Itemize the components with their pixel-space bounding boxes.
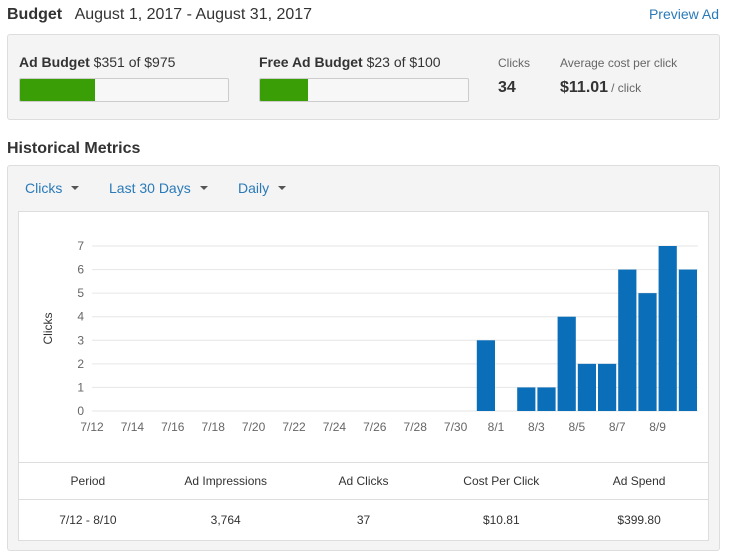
metrics-summary: Period Ad Impressions Ad Clicks Cost Per… [19,462,708,540]
table-row: 7/12 - 8/10 3,764 37 $10.81 $399.80 [19,499,708,540]
avg-cpc-label: Average cost per click [560,56,678,70]
y-tick-label: 6 [77,263,84,277]
y-tick-label: 5 [77,286,84,300]
summary-table: Period Ad Impressions Ad Clicks Cost Per… [19,463,708,540]
free-ad-budget-value: $23 of $100 [366,54,441,70]
x-tick-label: 7/18 [202,420,226,434]
metrics-content: 0 1 2 3 4 5 6 7 Clicks 7/12 7/14 7/16 7/18 7/20 7/22 7/… [18,211,709,541]
avg-cpc-unit: / click [611,81,642,95]
chart-bar [638,293,657,411]
y-tick-label: 2 [77,357,84,371]
budget-panel: Ad Budget $351 of $975 Free Ad Budget $2… [7,34,720,120]
y-axis-label: Clicks [41,313,55,345]
x-tick-label: 7/30 [444,420,468,434]
x-tick-label: 8/5 [568,420,585,434]
ad-budget-block: Ad Budget $351 of $975 [19,54,175,70]
free-ad-budget-label-row: Free Ad Budget $23 of $100 [259,54,441,70]
chart-bar [658,246,677,411]
chevron-down-icon [199,186,208,190]
avg-cpc-value-row: $11.01/ click [560,79,677,97]
interval-dropdown-label: Daily [238,180,270,196]
y-tick-label: 7 [77,239,84,253]
chevron-down-icon [278,186,287,190]
range-dropdown[interactable]: Last 30 Days [109,180,208,196]
x-tick-label: 8/3 [528,420,545,434]
summary-header-cpc: Cost Per Click [432,463,571,500]
chart-bar [577,363,596,411]
x-tick-label: 7/16 [161,420,185,434]
y-tick-label: 4 [77,310,84,324]
budget-header: Budget August 1, 2017 - August 31, 2017 … [7,6,719,28]
ad-budget-progress-fill [20,79,95,101]
historical-metrics-panel: Clicks Last 30 Days Daily 0 1 2 3 4 5 6 7 Clicks… [7,165,720,551]
free-ad-budget-block: Free Ad Budget $23 of $100 [259,54,441,70]
x-tick-label: 7/26 [363,420,387,434]
preview-ad-link[interactable]: Preview Ad [648,6,719,22]
y-tick-label: 3 [77,333,84,347]
summary-clicks: 37 [356,512,371,527]
budget-title: Budget [7,6,63,23]
x-tick-label: 7/14 [121,420,145,434]
range-dropdown-label: Last 30 Days [109,180,191,196]
free-ad-budget-label: Free Ad Budget [259,54,363,70]
summary-period: 7/12 - 8/10 [59,512,117,527]
summary-spend: $399.80 [617,512,661,527]
chevron-down-icon [71,186,80,190]
summary-header-spend: Ad Spend [570,463,708,500]
x-tick-label: 7/24 [323,420,347,434]
ad-budget-progress-bar [19,78,229,102]
x-tick-label: 7/20 [242,420,266,434]
chart-bar [598,363,617,411]
metric-dropdown-label: Clicks [25,180,63,196]
clicks-stat-value: 34 [498,79,516,96]
chart-bar [517,387,536,411]
summary-header-impressions: Ad Impressions [156,463,295,500]
summary-impressions: 3,764 [210,512,241,527]
chart-bar [678,269,697,411]
summary-cpc: $10.81 [482,512,520,527]
avg-cpc-value: $11.01 [560,79,609,96]
metric-dropdown[interactable]: Clicks [25,180,80,196]
x-tick-label: 7/22 [282,420,306,434]
clicks-bar-chart: 0 1 2 3 4 5 6 7 Clicks 7/12 7/14 7/16 7/18 7/20 7/22 7/… [41,239,698,434]
y-tick-label: 1 [77,380,84,394]
ad-budget-label: Ad Budget [19,54,90,70]
x-tick-label: 7/28 [404,420,428,434]
summary-header-row: Period Ad Impressions Ad Clicks Cost Per… [19,463,708,500]
x-tick-label: 7/12 [80,420,104,434]
historical-metrics-title: Historical Metrics [7,140,141,157]
free-ad-budget-progress-bar [259,78,469,102]
x-tick-label: 8/1 [488,420,505,434]
chart-bar [537,387,556,411]
clicks-stat-label: Clicks [498,56,530,70]
avg-cpc-stat: Average cost per click $11.01/ click [560,56,677,97]
chart-bar [618,269,637,411]
x-tick-label: 8/9 [649,420,666,434]
x-tick-label: 8/7 [609,420,626,434]
y-tick-label: 0 [77,404,84,418]
summary-header-period: Period [19,463,157,500]
ad-budget-value: $351 of $975 [93,54,176,70]
free-ad-budget-progress-fill [260,79,308,101]
chart-bar [557,316,576,411]
budget-date-range: August 1, 2017 - August 31, 2017 [74,6,313,23]
interval-dropdown[interactable]: Daily [238,180,287,196]
chart-bar [476,340,495,411]
summary-header-clicks: Ad Clicks [294,463,433,500]
clicks-stat: Clicks 34 [498,56,530,97]
ad-budget-label-row: Ad Budget $351 of $975 [19,54,175,70]
